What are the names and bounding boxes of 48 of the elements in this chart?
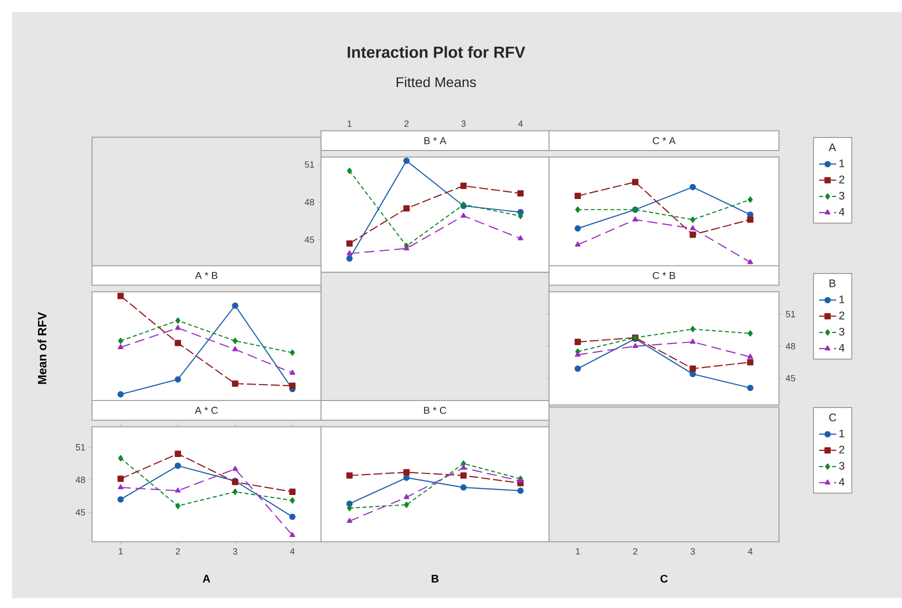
- chart-title: C * A: [652, 137, 676, 144]
- legend-label: 2: [839, 176, 844, 184]
- chart-title: A * C: [194, 406, 218, 414]
- y-tick-label: 45: [76, 509, 86, 516]
- legend-title: B: [830, 280, 836, 288]
- x-tick-label: 1: [118, 548, 123, 554]
- chart-title: B * A: [424, 137, 446, 144]
- legend-label: 4: [838, 208, 844, 216]
- legend-title: A: [828, 144, 836, 152]
- chart-title: B * C: [424, 406, 446, 414]
- x-axis-title: B: [432, 574, 438, 582]
- y-axis-title: Mean of RFV: [38, 312, 46, 384]
- legend-label: 2: [839, 312, 844, 320]
- y-tick-label: 48: [76, 476, 86, 484]
- legend-label: 3: [839, 462, 844, 470]
- y-tick-label: 51: [304, 161, 314, 168]
- y2-tick-label: 51: [786, 311, 796, 318]
- x-tick-label: 2: [176, 548, 180, 555]
- legend-label: 3: [839, 192, 844, 200]
- chart-title: C * B: [652, 272, 676, 280]
- x-axis-title: C: [660, 574, 668, 583]
- legend-label: 1: [840, 160, 844, 168]
- text: Fitted Means: [396, 76, 476, 88]
- legend-label: 1: [840, 430, 844, 438]
- chart-title: A * B: [195, 272, 218, 279]
- y-tick-label: 51: [76, 444, 86, 450]
- legend-label: 3: [839, 328, 844, 336]
- x-tick-label: 2: [633, 548, 638, 555]
- legend-label: 4: [838, 344, 844, 352]
- legend-label: 2: [839, 446, 844, 454]
- legend-title: C: [829, 414, 836, 422]
- x-tick-label: 4: [748, 548, 752, 554]
- legend-label: 4: [838, 478, 844, 486]
- y-tick-label: 45: [304, 236, 314, 243]
- y2-tick-label: 45: [786, 375, 796, 382]
- x-tick-label: 2: [404, 120, 409, 127]
- x-tick-label: 3: [461, 120, 466, 127]
- y-tick-label: 48: [304, 198, 314, 206]
- x-tick-label: 1: [348, 120, 352, 127]
- x-tick-label: 4: [518, 120, 523, 127]
- x-tick-label: 4: [290, 548, 295, 554]
- x-axis-title: A: [202, 574, 210, 582]
- x-tick-label: 3: [690, 548, 695, 555]
- y2-tick-label: 48: [786, 343, 796, 350]
- x-tick-label: 1: [576, 548, 580, 554]
- text: Interaction Plot for RFV: [348, 46, 526, 58]
- x-tick-label: 3: [232, 548, 238, 555]
- legend-label: 1: [840, 296, 844, 304]
